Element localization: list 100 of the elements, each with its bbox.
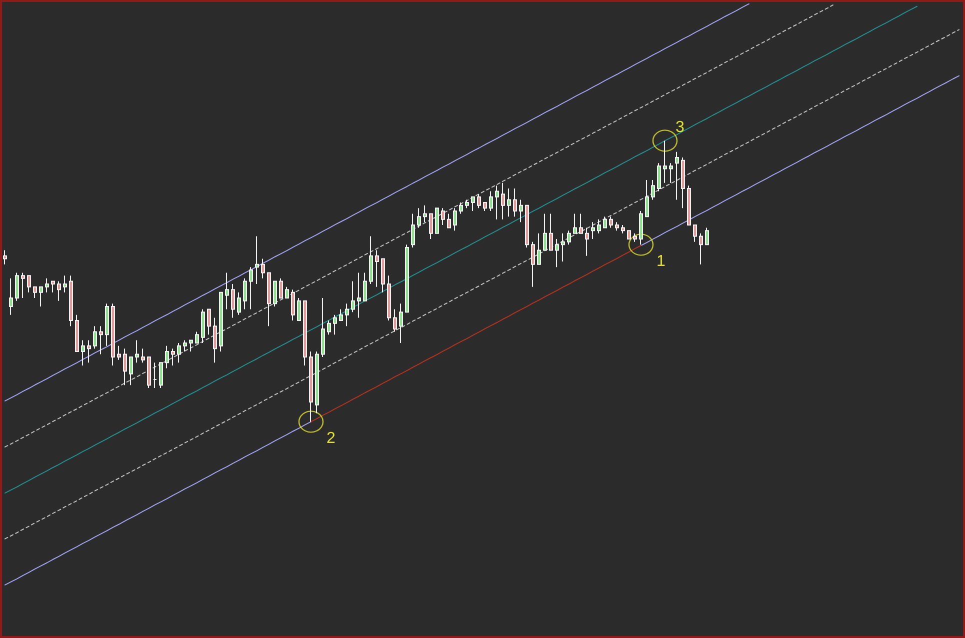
candlestick — [447, 213, 451, 228]
candlestick — [603, 216, 607, 228]
candlestick — [483, 202, 487, 212]
candlestick — [471, 196, 475, 212]
candlestick — [303, 300, 307, 366]
candlestick — [351, 280, 355, 313]
candlestick — [273, 280, 277, 307]
candlestick — [225, 272, 229, 310]
candlestick — [399, 303, 403, 344]
candlestick — [297, 298, 301, 322]
candlestick — [531, 241, 535, 288]
candlestick — [663, 140, 667, 184]
candlestick — [369, 236, 373, 285]
candlestick — [51, 280, 55, 293]
candlestick — [117, 345, 121, 360]
candlestick — [429, 213, 433, 240]
candlestick — [285, 286, 289, 299]
candlestick — [645, 180, 649, 218]
candlestick — [9, 278, 13, 316]
candlestick — [489, 190, 493, 212]
candlestick — [15, 272, 19, 302]
candlestick — [327, 320, 331, 336]
candlestick — [93, 326, 97, 350]
candlestick — [129, 356, 133, 386]
candlestick — [675, 151, 679, 200]
candlestick — [27, 275, 31, 293]
candlestick — [63, 275, 67, 293]
candlestick — [435, 208, 439, 234]
candlestick — [189, 340, 193, 352]
candlestick — [75, 314, 79, 352]
candlestick — [597, 218, 601, 234]
candlestick — [573, 213, 577, 234]
candlestick — [705, 227, 709, 246]
candlestick — [111, 303, 115, 366]
candlestick — [345, 303, 349, 327]
candlestick — [291, 289, 295, 322]
candlestick — [549, 213, 553, 251]
candlestick — [651, 180, 655, 200]
candlestick — [519, 199, 523, 223]
candlestick — [279, 278, 283, 299]
candlestick — [87, 340, 91, 364]
candlestick — [507, 188, 511, 218]
candlestick — [609, 216, 613, 228]
candlestick — [333, 314, 337, 336]
candlestick — [381, 258, 385, 293]
candlestick — [69, 275, 73, 327]
candlestick — [639, 210, 643, 246]
candlestick — [219, 292, 223, 352]
candlestick — [453, 208, 457, 232]
candlestick — [3, 250, 7, 265]
candlestick — [627, 230, 631, 240]
candlestick — [513, 188, 517, 218]
candlestick — [243, 278, 247, 310]
candlestick — [255, 236, 259, 285]
candlestick — [693, 224, 697, 242]
candlestick — [567, 230, 571, 246]
candlestick — [525, 204, 529, 248]
candlestick — [105, 303, 109, 346]
candlestick — [123, 348, 127, 386]
candlestick — [621, 224, 625, 234]
candlestick — [165, 345, 169, 369]
candlestick — [141, 348, 145, 364]
candlestick — [237, 292, 241, 316]
candlestick — [411, 213, 415, 248]
candlestick — [39, 286, 43, 307]
candlestick — [357, 272, 361, 318]
candlestick — [207, 308, 211, 336]
candlestick — [477, 194, 481, 209]
candlestick — [213, 317, 217, 364]
candlestick — [183, 340, 187, 352]
candlestick — [465, 199, 469, 209]
candlestick — [591, 222, 595, 240]
candlestick — [375, 250, 379, 288]
candlestick — [45, 278, 49, 293]
candlestick — [267, 272, 271, 327]
candlestick — [21, 272, 25, 299]
candlestick — [33, 286, 37, 299]
candlestick — [387, 275, 391, 322]
candlestick — [699, 232, 703, 265]
candlestick — [339, 308, 343, 322]
candlestick — [315, 350, 319, 414]
candlestick — [585, 227, 589, 256]
candlestick — [81, 340, 85, 366]
candlestick — [417, 208, 421, 228]
candlestick — [405, 244, 409, 313]
candlestick — [261, 258, 265, 279]
candlestick — [135, 340, 139, 364]
candlestick — [159, 362, 163, 388]
candlestick — [555, 238, 559, 268]
candlestick — [423, 204, 427, 223]
candlestick — [495, 185, 499, 220]
text: 3 — [676, 119, 685, 136]
candlestick — [657, 162, 661, 192]
candlestick — [681, 157, 685, 209]
annotation: 1 — [656, 253, 666, 270]
candlestick — [561, 232, 565, 262]
candlestick — [321, 298, 325, 358]
candlestick — [57, 280, 61, 302]
candlestick — [147, 356, 151, 388]
candlestick — [687, 185, 691, 226]
